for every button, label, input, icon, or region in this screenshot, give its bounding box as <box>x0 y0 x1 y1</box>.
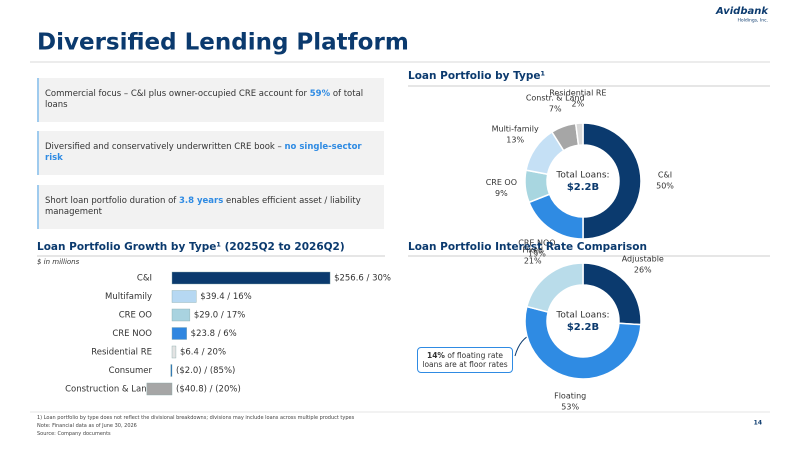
callout-highlight: 14% <box>426 350 445 360</box>
center-value: $2.2B <box>567 182 599 193</box>
highlight-box: Commercial focus – C&I plus owner-occupi… <box>37 78 384 122</box>
segment-value: 7% <box>549 104 562 113</box>
center-value: $2.2B <box>567 322 599 333</box>
highlight: 3.8 years <box>178 195 224 206</box>
donut-segment <box>574 122 584 147</box>
chart-subtitle: $ in millions <box>37 258 80 266</box>
callout-text: of floating rate loans are at floor rate… <box>422 350 508 369</box>
highlight-box: Diversified and conservatively underwrit… <box>37 131 384 175</box>
donut-segment <box>528 193 584 240</box>
segment-value: 2% <box>571 100 584 109</box>
segment-label: Adjustable <box>622 254 664 263</box>
segment-label: C&I <box>658 171 672 180</box>
center-label: Total Loans: <box>555 171 609 181</box>
segment-value: 19% <box>528 249 546 258</box>
text: enables efficient asset / liability mana… <box>45 195 361 217</box>
value-label: $6.4 / 20% <box>180 348 226 358</box>
segment-value: 13% <box>506 135 524 144</box>
callout: 14% of floating rate loans are at floor … <box>417 347 513 373</box>
bar <box>170 364 173 377</box>
segment-label: Residential RE <box>549 89 606 98</box>
bar <box>171 271 331 285</box>
value-label: $39.4 / 16% <box>200 292 252 302</box>
page-number: 14 <box>754 420 762 427</box>
segment-label: Constr. & Land <box>526 93 585 102</box>
text: of total loans <box>45 88 364 110</box>
segment-label: CRE OO <box>486 178 517 187</box>
footnote: 1) Loan portfolio by type does not refle… <box>37 415 355 421</box>
donut-segment <box>525 262 584 313</box>
chart-title: Loan Portfolio Growth by Type¹ (2025Q2 t… <box>37 241 345 253</box>
segment-value: 53% <box>561 402 579 411</box>
value-label: $23.8 / 6% <box>191 329 237 339</box>
category-label: Multifamily <box>105 292 152 302</box>
segment-value: 26% <box>634 265 652 274</box>
chart-title: Loan Portfolio by Type¹ <box>408 70 545 82</box>
bar <box>171 308 191 322</box>
segment-label: CRE NOO <box>518 238 555 247</box>
value-label: ($2.0) / (85%) <box>176 366 235 376</box>
highlight: 59% <box>309 88 331 99</box>
footnote: Source: Company documents <box>37 431 111 437</box>
value-label: ($40.8) / (20%) <box>176 385 241 395</box>
category-label: CRE NOO <box>112 329 152 339</box>
bar <box>146 382 173 396</box>
bar <box>171 345 177 359</box>
category-label: CRE OO <box>119 311 153 321</box>
segment-label: Floating <box>554 391 586 400</box>
segment-label: Fixed <box>522 246 543 255</box>
segment-label: Multi-family <box>492 124 539 133</box>
category-label: Construction & Land <box>65 385 152 395</box>
category-label: Consumer <box>109 366 153 376</box>
segment-value: 50% <box>656 182 674 191</box>
center-label: Total Loans: <box>555 311 609 321</box>
logo: Avidbank <box>715 6 769 17</box>
segment-value: 21% <box>524 257 542 266</box>
value-label: $256.6 / 30% <box>334 274 391 284</box>
highlight-box: Short loan portfolio duration of 3.8 yea… <box>37 185 384 229</box>
donut-segment <box>582 122 642 240</box>
bar <box>171 327 187 340</box>
category-label: C&I <box>137 274 152 284</box>
text: Commercial focus – C&I plus owner-occupi… <box>45 88 310 99</box>
footnote: Note: Financial data as of June 30, 2026 <box>37 423 137 429</box>
text: Diversified and conservatively underwrit… <box>45 141 285 152</box>
value-label: $29.0 / 17% <box>194 311 246 321</box>
segment-value: 9% <box>495 189 508 198</box>
donut-segment <box>524 305 642 380</box>
logo-sub: Holdings, Inc. <box>738 18 769 24</box>
text: Short loan portfolio duration of <box>45 195 179 206</box>
chart-title: Loan Portfolio Interest Rate Comparison <box>408 241 647 253</box>
bar <box>171 290 197 303</box>
slide-title: Diversified Lending Platform <box>37 30 409 56</box>
category-label: Residential RE <box>91 348 152 358</box>
highlight: no single-sector risk <box>45 141 362 163</box>
